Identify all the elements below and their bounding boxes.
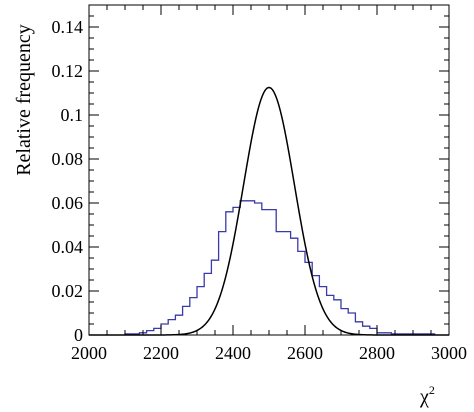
y-tick-label: 0.06 (52, 193, 84, 213)
x-tick-label: 2400 (215, 343, 251, 363)
y-tick-label: 0.1 (61, 105, 84, 125)
expected-curve-series (89, 86, 449, 336)
x-tick-label: 2200 (143, 343, 179, 363)
x-axis-label-superscript: 2 (429, 383, 435, 397)
y-tick-label: 0.04 (52, 237, 84, 257)
x-tick-label: 2800 (359, 343, 395, 363)
y-tick-label: 0.14 (52, 17, 84, 37)
x-axis-label: χ2 (419, 383, 435, 408)
x-tick-label: 2600 (287, 343, 323, 363)
histogram-series (124, 200, 436, 335)
x-axis-label-symbol: χ (419, 386, 429, 408)
axes: 2000 2200 2400 2600 2800 3000 0 0.02 0.04 0.06 0.0… (52, 4, 467, 363)
y-tick-label: 0.12 (52, 61, 84, 81)
x-tick-label: 3000 (431, 343, 467, 363)
plot-frame (88, 4, 450, 336)
y-tick-label: 0 (74, 325, 83, 345)
x-tick-label: 2000 (71, 343, 107, 363)
y-axis-label: Relative frequency (13, 24, 35, 176)
y-tick-label: 0.02 (52, 281, 84, 301)
y-tick-label: 0.08 (52, 149, 84, 169)
plot-area (89, 86, 449, 336)
